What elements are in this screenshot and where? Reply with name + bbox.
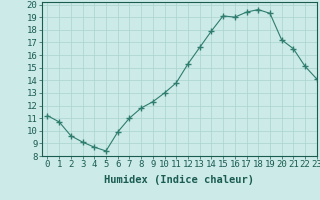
X-axis label: Humidex (Indice chaleur): Humidex (Indice chaleur) <box>104 175 254 185</box>
